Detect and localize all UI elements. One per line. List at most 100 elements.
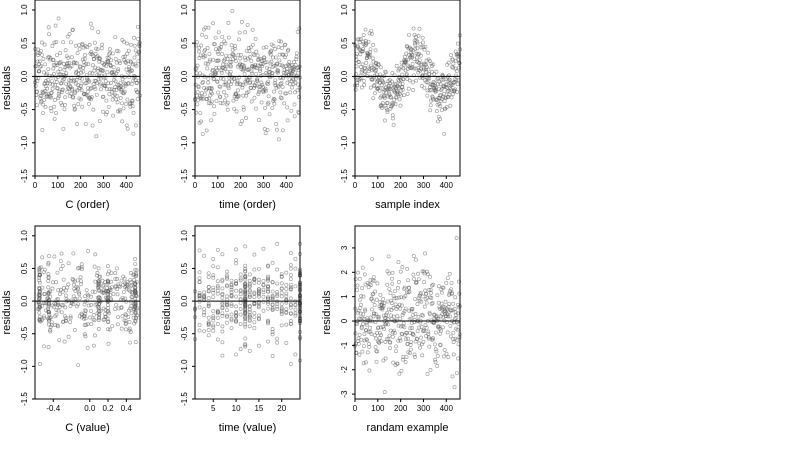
data-point (439, 328, 443, 333)
data-point (135, 24, 140, 29)
data-point (106, 309, 111, 314)
data-point (360, 49, 365, 54)
data-point (127, 75, 132, 79)
data-point (256, 90, 261, 94)
data-point (243, 294, 248, 299)
data-point (294, 51, 299, 56)
data-point (84, 61, 89, 66)
data-point (111, 65, 116, 70)
data-point (79, 311, 84, 316)
data-point (136, 36, 141, 41)
data-point (267, 112, 272, 117)
data-point (120, 85, 125, 90)
data-point (247, 289, 252, 294)
data-points (36, 249, 140, 368)
y-axis-label: residuals (321, 65, 333, 110)
data-point (433, 357, 438, 362)
data-point (225, 276, 229, 281)
data-point (53, 82, 58, 87)
data-point (415, 55, 419, 60)
data-point (270, 294, 275, 298)
data-point (393, 289, 397, 294)
data-point (51, 66, 56, 71)
data-point (442, 84, 447, 89)
data-point (218, 100, 223, 105)
data-point (411, 254, 416, 258)
data-point (98, 76, 103, 81)
data-point (49, 90, 54, 95)
data-point (369, 332, 374, 336)
data-point (432, 71, 437, 76)
data-point (437, 284, 441, 289)
data-point (124, 286, 129, 291)
data-point (42, 98, 47, 103)
data-point (252, 95, 257, 100)
data-point (419, 83, 424, 88)
data-point (210, 67, 215, 72)
data-point (129, 290, 134, 294)
data-point (98, 87, 103, 92)
y-tick-label: -1.5 (20, 392, 29, 406)
data-point (71, 79, 76, 84)
data-point (243, 269, 248, 274)
data-point (371, 275, 376, 279)
y-tick-label: 3 (340, 245, 349, 250)
data-point (427, 287, 432, 292)
data-point (76, 302, 81, 307)
data-point (211, 309, 216, 314)
data-point (415, 337, 420, 342)
data-point (287, 59, 292, 64)
data-point (361, 344, 366, 348)
data-point (266, 306, 270, 311)
data-point (206, 315, 211, 320)
data-point (113, 270, 118, 275)
data-point (247, 348, 252, 353)
data-point (195, 90, 200, 95)
x-tick-label: 0.2 (102, 404, 114, 413)
data-point (368, 325, 373, 330)
data-point (356, 270, 360, 275)
data-point (209, 99, 214, 104)
data-point (455, 89, 459, 94)
data-point (452, 385, 457, 390)
data-point (412, 66, 416, 71)
data-point (228, 69, 233, 74)
data-point (433, 318, 438, 323)
data-point (374, 65, 379, 69)
data-point (62, 107, 67, 112)
data-point (252, 325, 257, 330)
data-point (128, 42, 133, 47)
data-point (123, 312, 128, 317)
data-point (435, 354, 440, 359)
data-point (238, 276, 243, 281)
data-point (293, 284, 298, 289)
y-tick-label: 0.0 (20, 295, 29, 307)
data-point (234, 352, 239, 357)
data-point (293, 90, 297, 95)
data-point (59, 251, 64, 256)
data-point (446, 314, 451, 319)
data-point (418, 53, 423, 58)
data-point (293, 257, 298, 261)
data-point (47, 32, 51, 37)
data-point (242, 64, 247, 69)
data-point (205, 66, 210, 71)
data-point (423, 288, 428, 293)
data-point (381, 358, 386, 363)
data-point (393, 102, 398, 107)
data-point (62, 76, 67, 81)
data-point (131, 131, 136, 136)
data-point (256, 266, 261, 271)
data-point (104, 64, 109, 68)
data-point (455, 337, 459, 342)
x-tick-label: 200 (234, 181, 248, 190)
data-point (432, 342, 437, 347)
data-point (246, 45, 251, 50)
data-point (382, 87, 387, 92)
data-point (221, 77, 226, 81)
data-point (214, 66, 219, 71)
data-point (225, 275, 229, 280)
data-point (202, 253, 207, 258)
data-point (397, 302, 402, 307)
data-point (419, 299, 424, 304)
